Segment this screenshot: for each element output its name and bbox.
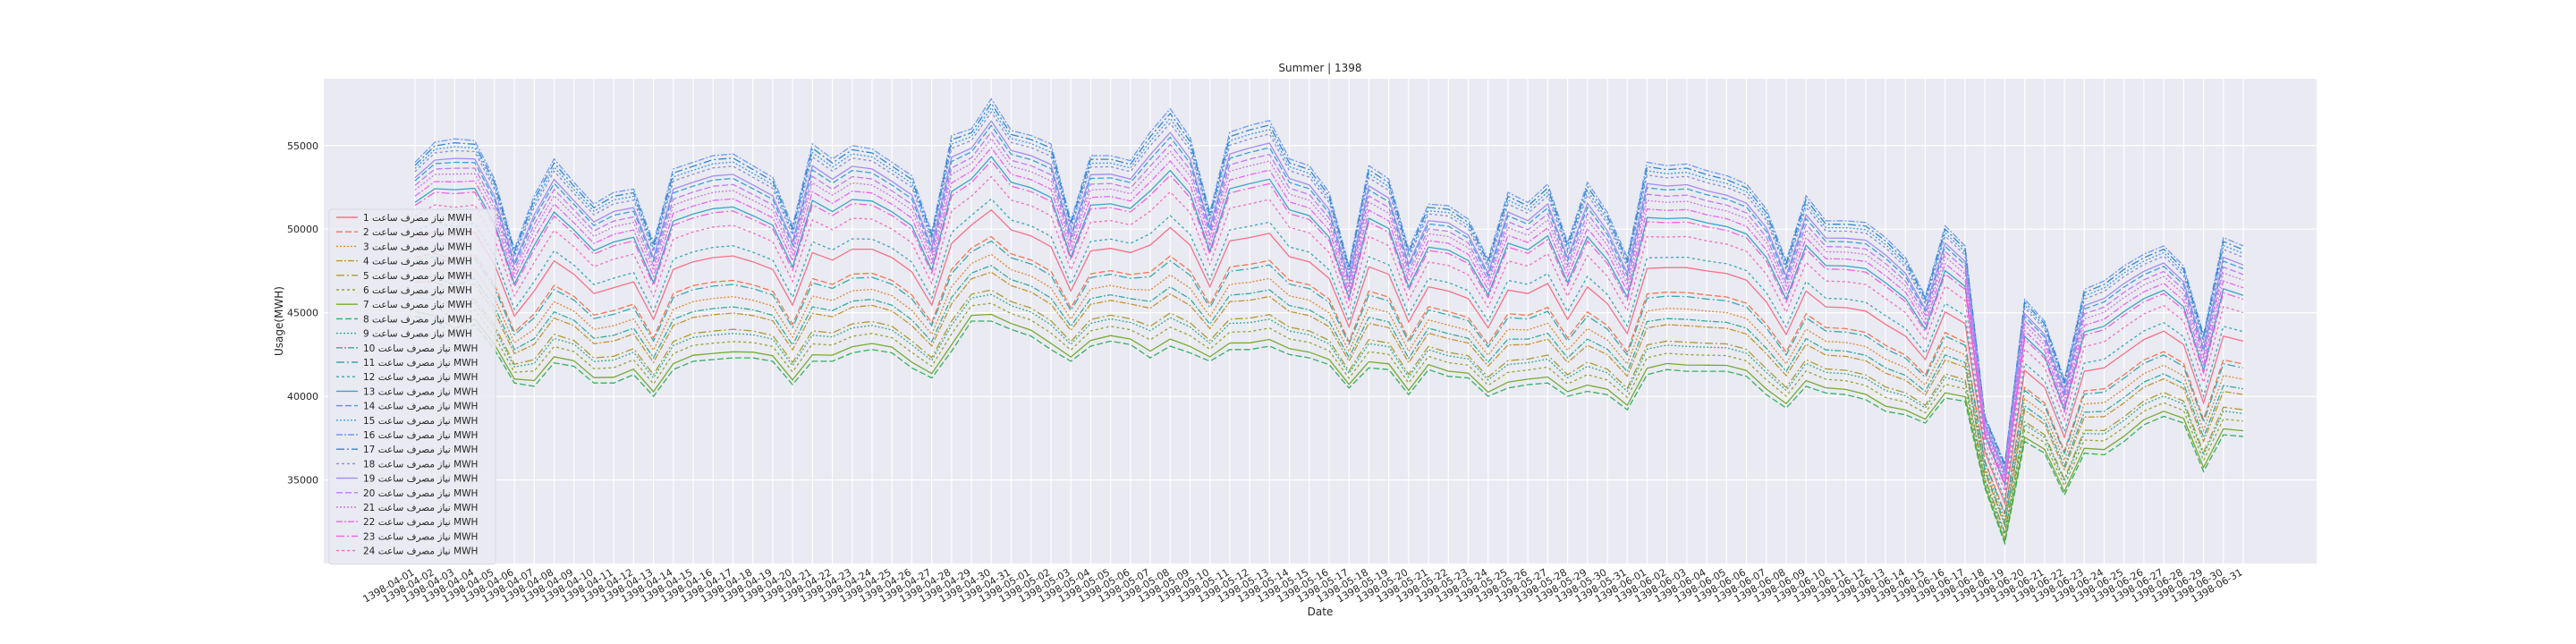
legend-entry: نیاز مصرف ساعت 3 MWH [363, 242, 472, 252]
legend: نیاز مصرف ساعت 1 MWH نیاز مصرف ساعت 2 MWH… [328, 208, 496, 565]
legend-entry: نیاز مصرف ساعت 5 MWH [363, 271, 472, 282]
legend-entry: نیاز مصرف ساعت 13 MWH [363, 386, 478, 397]
series-line [414, 102, 2244, 468]
legend-entry: نیاز مصرف ساعت 16 MWH [363, 430, 478, 441]
legend-entry: نیاز مصرف ساعت 18 MWH [363, 459, 478, 470]
x-axis-label: Date [1308, 606, 1334, 618]
series-line [414, 310, 2244, 544]
legend-entry: نیاز مصرف ساعت 20 MWH [363, 488, 478, 499]
series-line [414, 198, 2244, 502]
series-line [414, 131, 2244, 478]
legend-entry: نیاز مصرف ساعت 22 MWH [363, 517, 478, 528]
series-line [414, 265, 2244, 526]
chart-title: Summer | 1398 [1278, 62, 1361, 74]
legend-entry: نیاز مصرف ساعت 2 MWH [363, 227, 472, 238]
series-line [414, 124, 2244, 476]
series-line [414, 111, 2244, 470]
legend-entry: نیاز مصرف ساعت 15 MWH [363, 416, 478, 427]
legend-entry: نیاز مصرف ساعت 6 MWH [363, 285, 472, 296]
legend-entry: نیاز مصرف ساعت 14 MWH [363, 402, 478, 412]
x-axis-ticks: 1398-04-011398-04-021398-04-031398-04-04… [361, 566, 2245, 605]
series-line [414, 159, 2244, 488]
legend-entry: نیاز مصرف ساعت 19 MWH [363, 474, 478, 485]
series-lines [414, 97, 2244, 547]
y-tick-label: 35000 [287, 475, 318, 487]
y-axis-label: Usage(MWH) [273, 286, 285, 356]
series-line [414, 208, 2244, 506]
y-tick-label: 40000 [287, 391, 318, 402]
y-tick-label: 50000 [287, 224, 318, 235]
series-line [414, 302, 2244, 539]
series-line [414, 156, 2244, 487]
legend-entry: نیاز مصرف ساعت 10 MWH [363, 343, 478, 354]
legend-entry: نیاز مصرف ساعت 21 MWH [363, 503, 478, 513]
series-line [414, 235, 2244, 516]
legend-entry: نیاز مصرف ساعت 7 MWH [363, 300, 472, 310]
legend-entry: نیاز مصرف ساعت 1 MWH [363, 213, 472, 224]
series-line [414, 289, 2244, 535]
series-line [414, 253, 2244, 522]
grid [324, 79, 2317, 564]
legend-entry: نیاز مصرف ساعت 12 MWH [363, 372, 478, 383]
plot-area [324, 79, 2317, 564]
legend-entry: نیاز مصرف ساعت 17 MWH [363, 445, 478, 455]
series-line [414, 147, 2244, 484]
series-line [414, 138, 2244, 480]
legend-entry: نیاز مصرف ساعت 8 MWH [363, 314, 472, 325]
y-axis-ticks: 35000 40000 45000 50000 55000 [287, 140, 318, 487]
y-tick-label: 55000 [287, 140, 318, 152]
series-line [414, 120, 2244, 474]
series-line [414, 315, 2244, 547]
legend-entry: نیاز مصرف ساعت 11 MWH [363, 358, 478, 369]
legend-entry: نیاز مصرف ساعت 4 MWH [363, 257, 472, 267]
legend-entry: نیاز مصرف ساعت 9 MWH [363, 329, 472, 340]
series-line [414, 271, 2244, 529]
series-line [414, 97, 2244, 466]
y-tick-label: 45000 [287, 308, 318, 319]
legend-box [328, 208, 496, 565]
series-line [414, 175, 2244, 494]
legend-entry: نیاز مصرف ساعت 24 MWH [363, 547, 478, 557]
legend-entry: نیاز مصرف ساعت 23 MWH [363, 531, 478, 542]
series-line [414, 106, 2244, 470]
series-line [414, 240, 2244, 517]
